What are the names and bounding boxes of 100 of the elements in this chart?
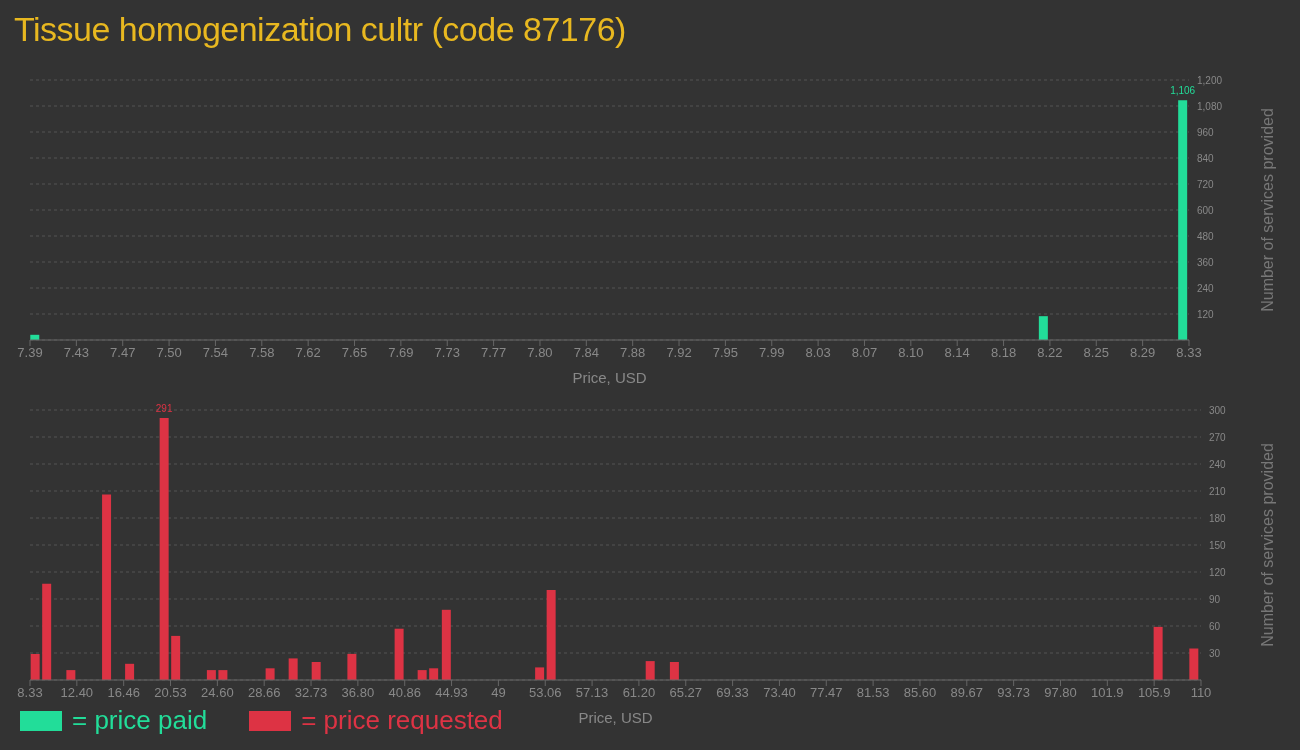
bar [311, 662, 321, 680]
y-tick-label: 240 [1197, 282, 1215, 294]
x-tick-label: 7.95 [712, 345, 739, 361]
x-tick-label: 44.93 [435, 685, 468, 701]
x-tick-label: 7.43 [63, 345, 90, 361]
x-tick-label: 28.66 [247, 685, 281, 701]
bar [288, 658, 298, 680]
x-tick-label: 20.53 [154, 685, 187, 701]
bar [218, 670, 228, 680]
x-tick-label: 110 [1190, 685, 1212, 701]
x-tick-label: 7.88 [620, 345, 646, 361]
y-axis-title: Number of services provided [1259, 108, 1277, 312]
x-tick-label: 7.65 [341, 345, 368, 361]
y-tick-label: 30 [1209, 647, 1221, 659]
bar [1153, 626, 1163, 680]
x-tick-label: 7.62 [295, 345, 321, 361]
x-tick-label: 16.46 [107, 685, 140, 701]
x-tick-label: 40.86 [388, 685, 421, 701]
y-tick-label: 480 [1197, 230, 1215, 242]
y-tick-label: 300 [1209, 404, 1227, 416]
x-tick-label: 7.69 [388, 345, 414, 361]
x-tick-label: 73.40 [763, 685, 796, 701]
bar [42, 583, 52, 680]
x-tick-label: 81.53 [856, 685, 890, 701]
x-tick-label: 8.33 [17, 685, 43, 701]
bar [265, 668, 275, 680]
data-label: 291 [155, 403, 173, 415]
y-tick-label: 1,080 [1197, 100, 1223, 112]
y-tick-label: 360 [1197, 256, 1215, 268]
x-tick-label: 97.80 [1044, 685, 1077, 701]
y-axis-title: Number of services provided [1259, 443, 1277, 647]
x-tick-label: 8.33 [1176, 345, 1202, 361]
x-tick-label: 57.13 [575, 685, 609, 701]
x-tick-label: 8.14 [944, 345, 970, 361]
bar [206, 670, 216, 680]
x-tick-label: 101.9 [1091, 685, 1124, 701]
y-tick-label: 90 [1209, 593, 1221, 605]
x-tick-label: 7.58 [249, 345, 275, 361]
y-tick-label: 600 [1197, 204, 1215, 216]
x-tick-label: 85.60 [903, 685, 937, 701]
y-tick-label: 120 [1197, 308, 1215, 320]
bar [30, 653, 40, 680]
bar [125, 663, 135, 680]
x-tick-label: 8.07 [851, 345, 878, 361]
bar [441, 609, 451, 680]
x-tick-label: 7.73 [434, 345, 460, 361]
chart-title: Tissue homogenization cultr (code 87176) [14, 10, 626, 49]
bar [429, 668, 439, 680]
legend-label: = price paid [72, 705, 208, 736]
x-tick-label: 7.47 [110, 345, 136, 361]
x-tick-label: 7.80 [527, 345, 553, 361]
x-tick-label: 93.73 [997, 685, 1030, 701]
x-tick-label: 53.06 [528, 685, 562, 701]
x-tick-label: 8.22 [1037, 345, 1063, 361]
x-tick-label: 8.29 [1129, 345, 1156, 361]
x-tick-label: 36.80 [341, 685, 375, 701]
y-tick-label: 60 [1209, 620, 1221, 632]
x-tick-label: 12.40 [60, 685, 94, 701]
x-tick-label: 7.92 [666, 345, 692, 361]
bar [535, 667, 545, 680]
bar [546, 590, 556, 680]
x-tick-label: 8.03 [805, 345, 831, 361]
x-tick-label: 7.50 [156, 345, 182, 361]
x-tick-label: 8.25 [1083, 345, 1109, 361]
data-label: 1,106 [1170, 85, 1196, 97]
x-tick-label: 65.27 [669, 685, 703, 701]
bar [102, 494, 112, 680]
y-tick-label: 840 [1197, 152, 1215, 164]
bar [1189, 648, 1199, 680]
x-tick-label: 8.18 [990, 345, 1017, 361]
y-tick-label: 960 [1197, 126, 1215, 138]
bar [347, 653, 357, 680]
x-tick-label: 69.33 [716, 685, 749, 701]
x-tick-label: 89.67 [950, 685, 984, 701]
y-tick-label: 240 [1209, 458, 1227, 470]
x-tick-label: 7.77 [480, 345, 507, 361]
x-axis-title: Price, USD [572, 369, 647, 386]
bar [394, 628, 404, 680]
x-tick-label: 105.9 [1137, 685, 1171, 701]
bar [417, 670, 427, 680]
x-tick-label: 7.54 [202, 345, 229, 361]
y-tick-label: 150 [1209, 539, 1227, 551]
y-tick-label: 720 [1197, 178, 1215, 190]
y-tick-label: 180 [1209, 512, 1227, 524]
x-tick-label: 49 [491, 685, 506, 701]
x-tick-label: 7.99 [759, 345, 785, 361]
x-tick-label: 32.73 [294, 685, 328, 701]
x-tick-label: 8.10 [898, 345, 924, 361]
x-tick-label: 7.39 [17, 345, 43, 361]
x-tick-label: 77.47 [810, 685, 843, 701]
bar [645, 661, 655, 680]
y-tick-label: 270 [1209, 431, 1227, 443]
x-tick-label: 7.84 [573, 345, 599, 361]
bar [171, 635, 181, 680]
bar [669, 662, 679, 680]
bar [1038, 316, 1048, 340]
bar [1178, 100, 1188, 340]
x-axis-title: Price, USD [578, 709, 653, 726]
legend-label: = price requested [301, 705, 503, 736]
y-tick-label: 210 [1209, 485, 1227, 497]
